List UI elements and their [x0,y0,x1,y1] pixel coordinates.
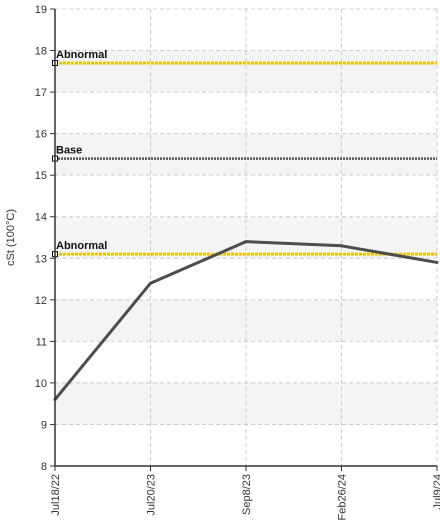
y-tick-label: 10 [35,378,47,390]
data-point [244,240,248,244]
reference-label: Base [56,145,82,157]
background-band [55,133,437,176]
data-point [149,281,152,285]
reference-label: Abnormal [56,240,107,252]
x-tick-label: Feb26/24 [337,474,349,520]
y-tick-label: 12 [35,295,47,307]
reference-label: Abnormal [56,49,107,61]
x-tick-label: Jul20/23 [146,474,158,516]
y-tick-label: 13 [35,253,47,265]
grid-lines [55,8,438,466]
data-point [435,260,439,264]
y-tick-label: 11 [36,336,47,348]
y-tick-label: 15 [35,170,47,182]
y-tick-label: 14 [35,212,47,224]
reference-lines: Abnormal Base Abnormal [52,49,437,258]
y-axis-label: cSt (100°C) [5,209,17,266]
y-tick-label: 9 [41,419,47,431]
y-tick-label: 8 [41,461,47,473]
background-band [55,50,437,93]
data-point [340,244,343,248]
x-tick-label: Jul18/22 [50,474,62,516]
y-tick-label: 16 [35,129,47,141]
y-tick-label: 17 [35,87,47,99]
axes: 8 9 10 11 12 13 14 15 16 17 18 19 Jul18/22 Jul20/23 Se… [35,4,440,520]
y-tick-label: 18 [35,46,47,58]
x-tick-label: Jul9/24 [432,474,440,509]
y-tick-label: 19 [35,4,47,16]
x-tick-label: Sep8/23 [241,474,253,515]
